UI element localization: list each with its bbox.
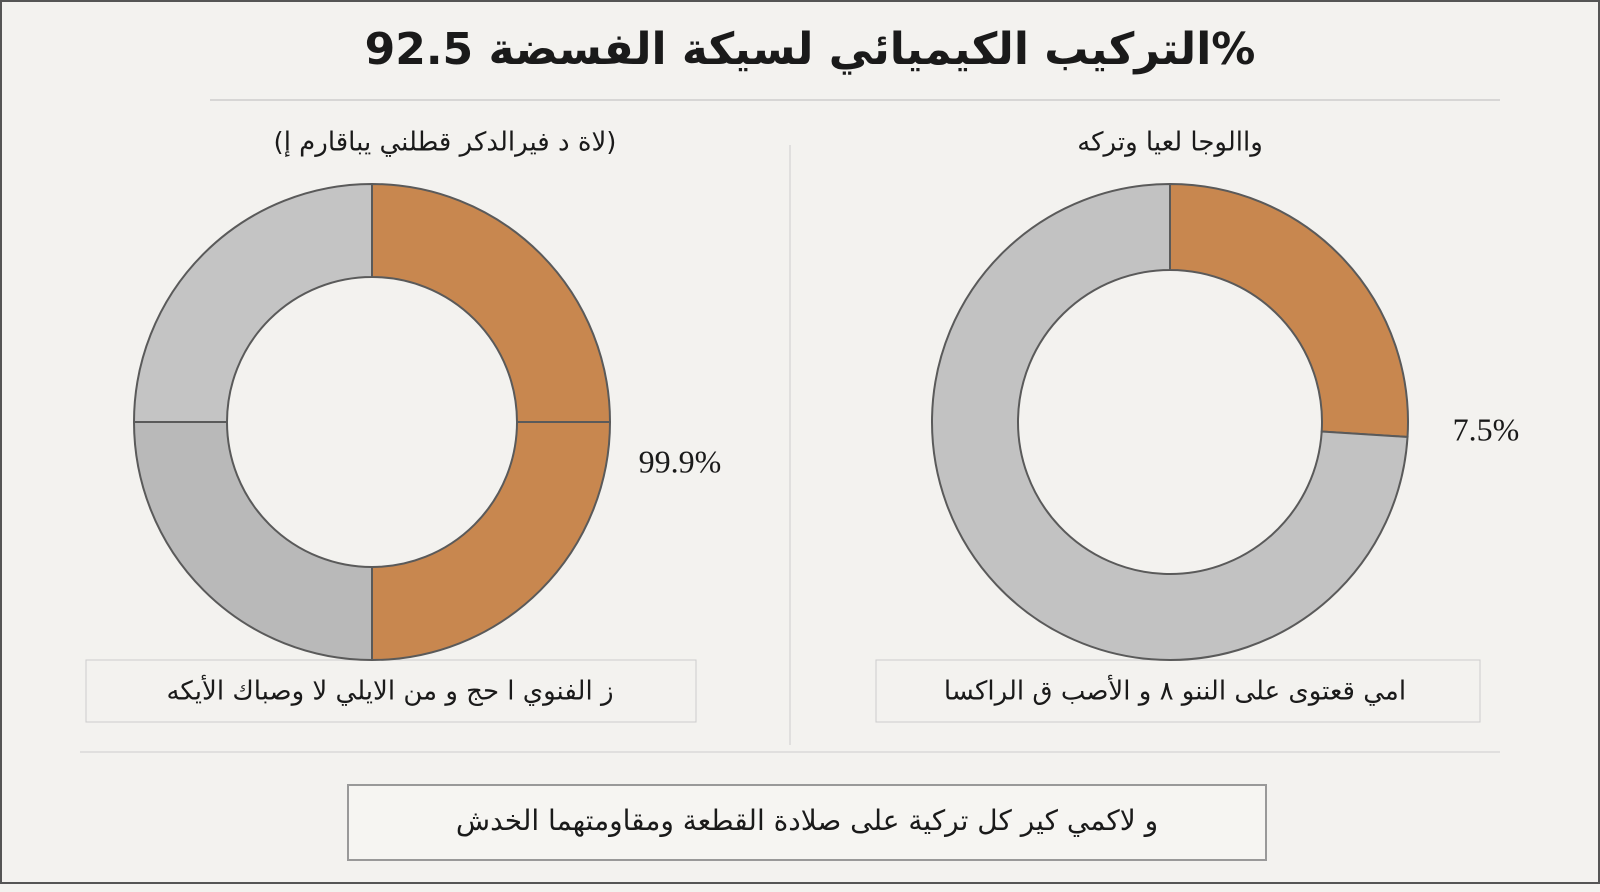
donut-segment bbox=[132, 421, 373, 662]
footer-text: و لاكمي كير كل تركية على صلادة القطعة وم… bbox=[456, 804, 1158, 837]
page-title: التركيب الكيميائي لسيكة الفسضة 92.5% bbox=[365, 24, 1256, 75]
donut-segment bbox=[371, 182, 612, 423]
chart-caption: امي قعتوى على الننو ٨ و الأصب ق الراكسا bbox=[944, 674, 1406, 707]
chart-caption: ز الفنوي ا حج و من الايلي لا وصباك الأيك… bbox=[166, 674, 613, 707]
chart-subtitle: واالوجا لعيا وتركه bbox=[1077, 128, 1263, 158]
footer-box bbox=[347, 784, 1267, 861]
donut-segment bbox=[1169, 182, 1409, 439]
donut-segment bbox=[132, 182, 373, 423]
donut-segment bbox=[371, 421, 612, 662]
chart-subtitle: (لاة د فيرالدكر قطلني يباقارم إ) bbox=[274, 128, 617, 158]
donut-segment bbox=[931, 182, 1409, 661]
annotation: 99.9% bbox=[639, 443, 722, 479]
annotation: 7.5% bbox=[1453, 411, 1520, 447]
